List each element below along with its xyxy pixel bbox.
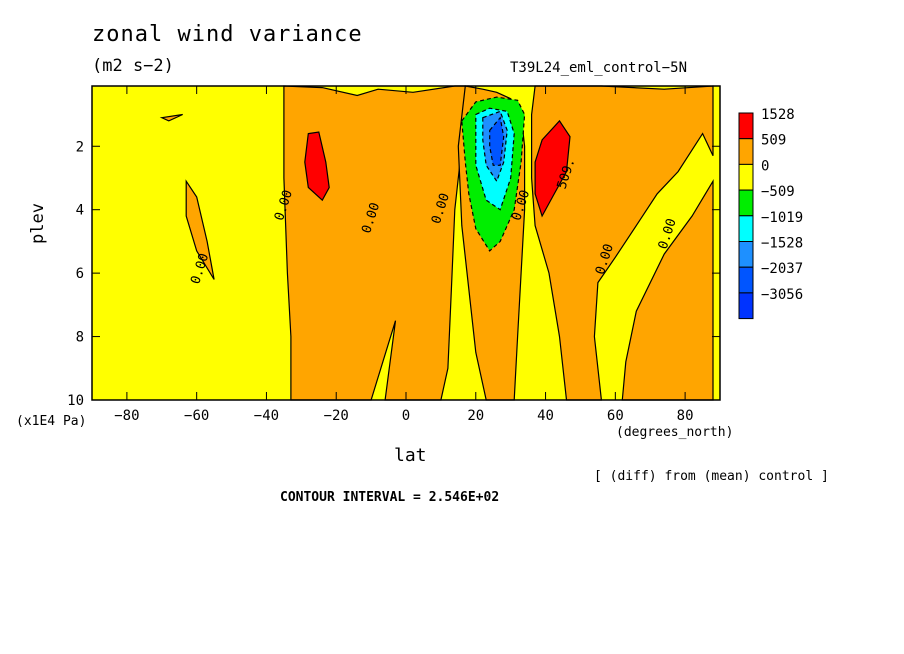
legend-label: 509	[761, 133, 786, 149]
x-tick-label: −40	[254, 408, 279, 424]
x-tick-label: −60	[184, 408, 209, 424]
x-tick-label: −80	[114, 408, 139, 424]
y-tick-label: 6	[76, 266, 84, 282]
legend-swatch	[738, 112, 754, 140]
y-tick-label: 4	[76, 203, 84, 219]
difference-note: [ (diff) from (mean) control ]	[594, 469, 829, 484]
x-tick-label: 60	[607, 408, 624, 424]
contour-region	[304, 131, 330, 202]
x-tick-label: 20	[467, 408, 484, 424]
x-tick-label: −20	[324, 408, 349, 424]
contour-region	[489, 116, 505, 166]
legend-swatch	[738, 163, 754, 191]
contour-region	[534, 119, 571, 218]
x-tick-label: 80	[677, 408, 694, 424]
contour-interval: CONTOUR INTERVAL = 2.546E+02	[280, 490, 500, 505]
y-tick-label: 2	[76, 139, 84, 155]
legend-swatch	[738, 241, 754, 268]
legend-swatch	[738, 292, 754, 320]
run-label: T39L24_eml_control−5N	[510, 60, 688, 76]
contour-region	[283, 85, 470, 401]
legend-label: −2037	[761, 261, 803, 277]
legend-swatch	[738, 138, 754, 165]
x-axis-label: lat	[394, 445, 427, 466]
legend-label: −1528	[761, 236, 803, 252]
legend-label: 1528	[761, 107, 795, 123]
legend-label: −1019	[761, 210, 803, 226]
contour-region	[530, 85, 714, 401]
x-axis-unit: (degrees_north)	[616, 425, 734, 440]
contour-region	[159, 113, 183, 122]
y-axis-unit: (x1E4 Pa)	[16, 414, 87, 429]
contour-region	[185, 179, 215, 280]
x-tick-label: 0	[402, 408, 410, 424]
legend-label: −3056	[761, 287, 803, 303]
chart-title: zonal wind variance	[92, 22, 363, 47]
legend-swatch	[738, 189, 754, 217]
color-legend: 1528 509 0 −509 −1019 −1528 −2037 −3056	[738, 107, 803, 320]
legend-label: 0	[761, 158, 769, 174]
y-tick-label: 10	[67, 393, 84, 409]
chart-units: (m2 s−2)	[92, 56, 174, 76]
legend-label: −509	[761, 184, 795, 200]
legend-swatch	[738, 215, 754, 243]
legend-swatch	[738, 266, 754, 294]
x-tick-label: 40	[537, 408, 554, 424]
y-tick-label: 8	[76, 330, 84, 346]
